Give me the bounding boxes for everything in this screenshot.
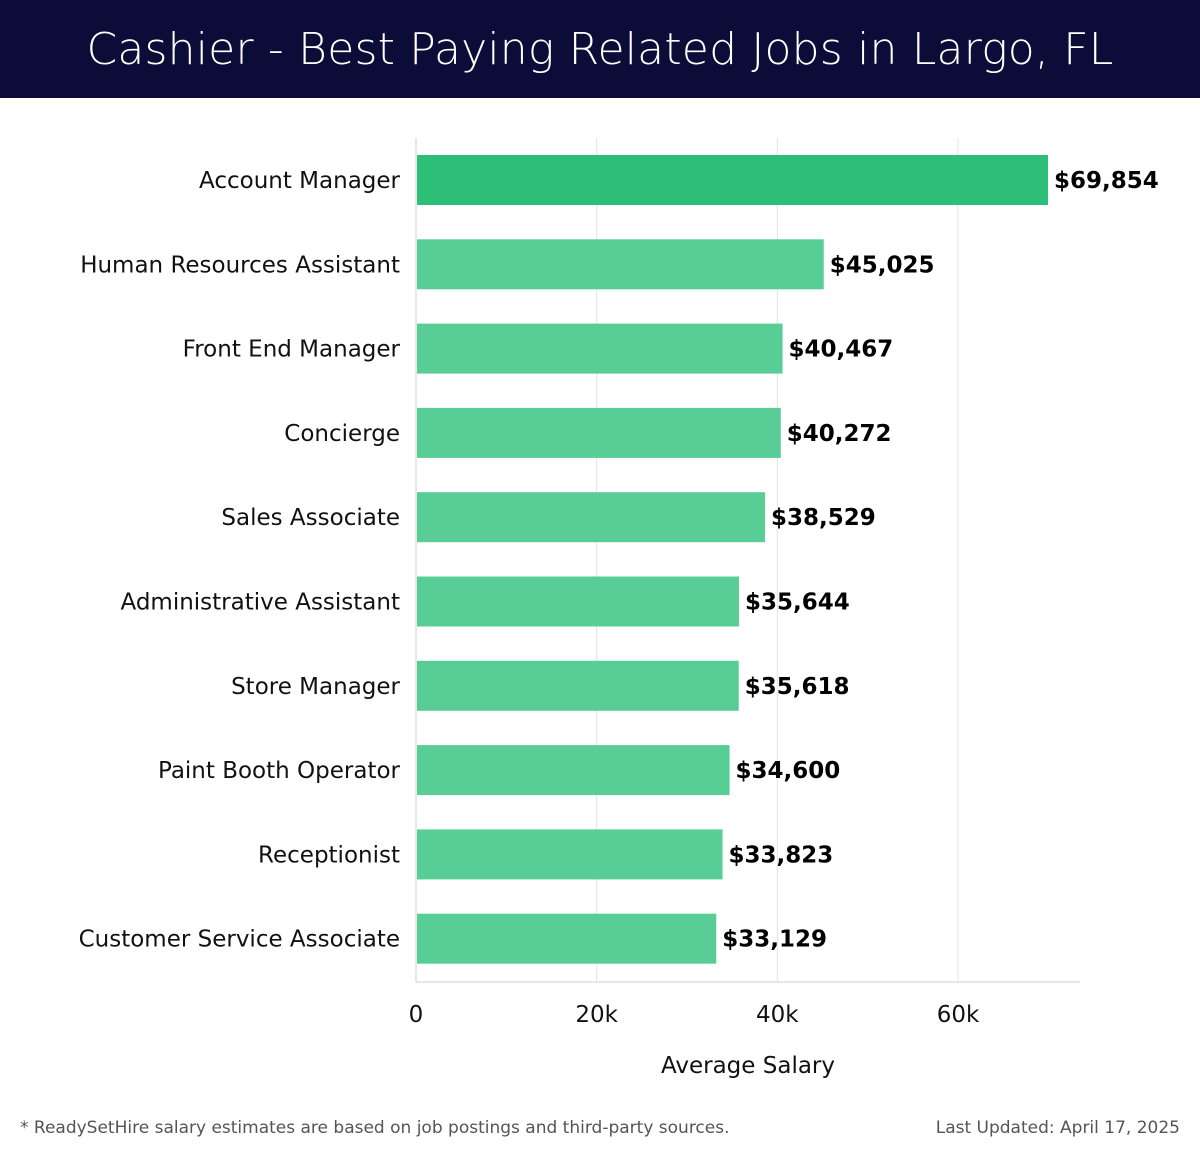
bar	[417, 913, 717, 964]
value-label: $35,644	[745, 590, 850, 616]
bar	[417, 155, 1049, 205]
bar	[417, 323, 783, 374]
footer-note: * ReadySetHire salary estimates are base…	[20, 1118, 730, 1138]
bar	[417, 829, 723, 880]
bar	[417, 576, 739, 627]
salary-bar-chart: Account Manager $69,854 Human Resources As…	[79, 138, 1159, 1079]
category-label: Customer Service Associate	[79, 927, 400, 953]
value-label: $34,600	[736, 758, 841, 784]
bar	[417, 660, 739, 711]
value-label: $40,467	[789, 337, 894, 363]
category-label: Store Manager	[231, 674, 400, 700]
bar	[417, 745, 730, 796]
category-label: Human Resources Assistant	[80, 252, 400, 278]
value-label: $40,272	[787, 421, 892, 447]
bar	[417, 492, 766, 543]
x-tick-label: 20k	[575, 1002, 618, 1028]
category-label: Sales Associate	[221, 505, 400, 531]
x-tick-label: 60k	[937, 1002, 980, 1028]
bar	[417, 239, 824, 290]
x-tick-label: 40k	[756, 1002, 799, 1028]
category-label: Account Manager	[199, 168, 401, 194]
value-label: $38,529	[771, 505, 876, 531]
x-axis-title: Average Salary	[661, 1053, 835, 1079]
bar	[417, 407, 781, 458]
category-label: Administrative Assistant	[120, 590, 400, 616]
header-banner: Cashier - Best Paying Related Jobs in La…	[0, 0, 1200, 98]
category-label: Paint Booth Operator	[158, 758, 401, 784]
category-label: Concierge	[284, 421, 400, 447]
value-label: $35,618	[745, 674, 850, 700]
category-label: Receptionist	[258, 842, 400, 868]
value-label: $33,823	[729, 842, 834, 868]
x-tick-label: 0	[409, 1002, 424, 1028]
category-label: Front End Manager	[183, 337, 401, 363]
value-label: $45,025	[830, 252, 935, 278]
last-updated: Last Updated: April 17, 2025	[935, 1118, 1180, 1138]
value-label: $69,854	[1054, 168, 1159, 194]
value-label: $33,129	[722, 927, 827, 953]
page-title: Cashier - Best Paying Related Jobs in La…	[86, 23, 1114, 75]
